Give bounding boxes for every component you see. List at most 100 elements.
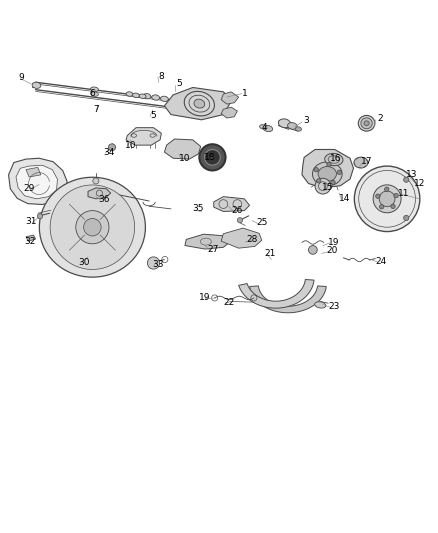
Text: 22: 22 [223, 298, 234, 307]
Circle shape [76, 211, 109, 244]
Circle shape [337, 170, 342, 174]
Circle shape [84, 219, 101, 236]
Circle shape [354, 166, 420, 231]
Text: 4: 4 [262, 123, 268, 132]
Text: 5: 5 [176, 79, 182, 88]
Ellipse shape [318, 166, 336, 181]
Ellipse shape [152, 95, 159, 100]
Text: 10: 10 [125, 141, 137, 150]
Polygon shape [250, 286, 326, 313]
Text: 13: 13 [406, 171, 418, 179]
Text: 21: 21 [265, 249, 276, 258]
Text: 30: 30 [78, 257, 89, 266]
Ellipse shape [260, 125, 266, 129]
Circle shape [148, 257, 159, 269]
Ellipse shape [364, 121, 369, 126]
Ellipse shape [133, 93, 140, 98]
Circle shape [379, 191, 395, 207]
Circle shape [391, 204, 395, 208]
Polygon shape [221, 228, 262, 248]
Text: 19: 19 [199, 294, 211, 302]
Ellipse shape [32, 82, 41, 88]
Polygon shape [185, 234, 230, 249]
Text: 24: 24 [376, 257, 387, 266]
Polygon shape [16, 165, 57, 199]
Text: 14: 14 [339, 194, 350, 203]
Ellipse shape [139, 94, 146, 99]
Circle shape [327, 162, 331, 167]
Text: 2: 2 [378, 115, 383, 124]
Text: 16: 16 [330, 154, 342, 163]
Ellipse shape [361, 118, 372, 129]
Ellipse shape [143, 94, 151, 99]
Circle shape [37, 214, 42, 219]
Ellipse shape [126, 92, 133, 96]
Text: 6: 6 [89, 88, 95, 98]
Text: 27: 27 [207, 245, 219, 254]
Ellipse shape [279, 119, 290, 128]
Text: 17: 17 [361, 157, 372, 166]
Ellipse shape [288, 123, 297, 129]
Circle shape [403, 177, 409, 182]
Text: 35: 35 [192, 204, 204, 213]
Ellipse shape [194, 99, 205, 108]
Circle shape [331, 180, 335, 184]
Ellipse shape [91, 92, 99, 96]
Text: 25: 25 [256, 219, 268, 228]
Ellipse shape [312, 162, 342, 186]
Polygon shape [26, 167, 41, 177]
Text: 18: 18 [204, 153, 215, 162]
Circle shape [380, 205, 384, 209]
Polygon shape [221, 92, 239, 104]
Circle shape [93, 178, 99, 184]
Ellipse shape [354, 157, 368, 168]
Polygon shape [26, 235, 35, 241]
Text: 26: 26 [232, 206, 243, 215]
Polygon shape [164, 139, 201, 159]
Text: 3: 3 [304, 116, 309, 125]
Text: 7: 7 [93, 105, 99, 114]
Ellipse shape [91, 87, 99, 92]
Polygon shape [126, 128, 161, 145]
Ellipse shape [325, 154, 343, 166]
Circle shape [403, 215, 409, 221]
Text: 1: 1 [242, 88, 248, 98]
Text: 33: 33 [152, 260, 164, 269]
Circle shape [394, 193, 398, 198]
Circle shape [385, 187, 389, 191]
Text: 8: 8 [159, 71, 164, 80]
Text: 15: 15 [322, 183, 334, 192]
Circle shape [376, 194, 380, 198]
Text: 19: 19 [328, 238, 339, 247]
Text: 20: 20 [327, 246, 338, 255]
Circle shape [317, 179, 321, 183]
Ellipse shape [358, 116, 375, 131]
Polygon shape [214, 197, 250, 212]
Text: 29: 29 [24, 184, 35, 193]
Polygon shape [9, 158, 67, 205]
Ellipse shape [314, 302, 326, 308]
Text: 28: 28 [247, 235, 258, 244]
Circle shape [237, 217, 243, 223]
Circle shape [373, 185, 401, 213]
Polygon shape [221, 107, 237, 118]
Circle shape [109, 144, 116, 151]
Text: 12: 12 [414, 179, 426, 188]
Text: 23: 23 [328, 302, 340, 311]
Text: 34: 34 [103, 148, 115, 157]
Polygon shape [39, 177, 145, 277]
Ellipse shape [295, 127, 301, 131]
Circle shape [50, 185, 134, 270]
Ellipse shape [160, 96, 168, 101]
Circle shape [199, 144, 226, 171]
Text: 36: 36 [98, 195, 110, 204]
Polygon shape [302, 149, 353, 188]
Polygon shape [88, 188, 111, 199]
Circle shape [205, 149, 220, 165]
Text: 9: 9 [19, 74, 25, 83]
Polygon shape [239, 279, 314, 308]
Ellipse shape [263, 125, 273, 132]
Circle shape [308, 246, 317, 254]
Circle shape [315, 179, 331, 194]
Text: 10: 10 [179, 154, 191, 163]
